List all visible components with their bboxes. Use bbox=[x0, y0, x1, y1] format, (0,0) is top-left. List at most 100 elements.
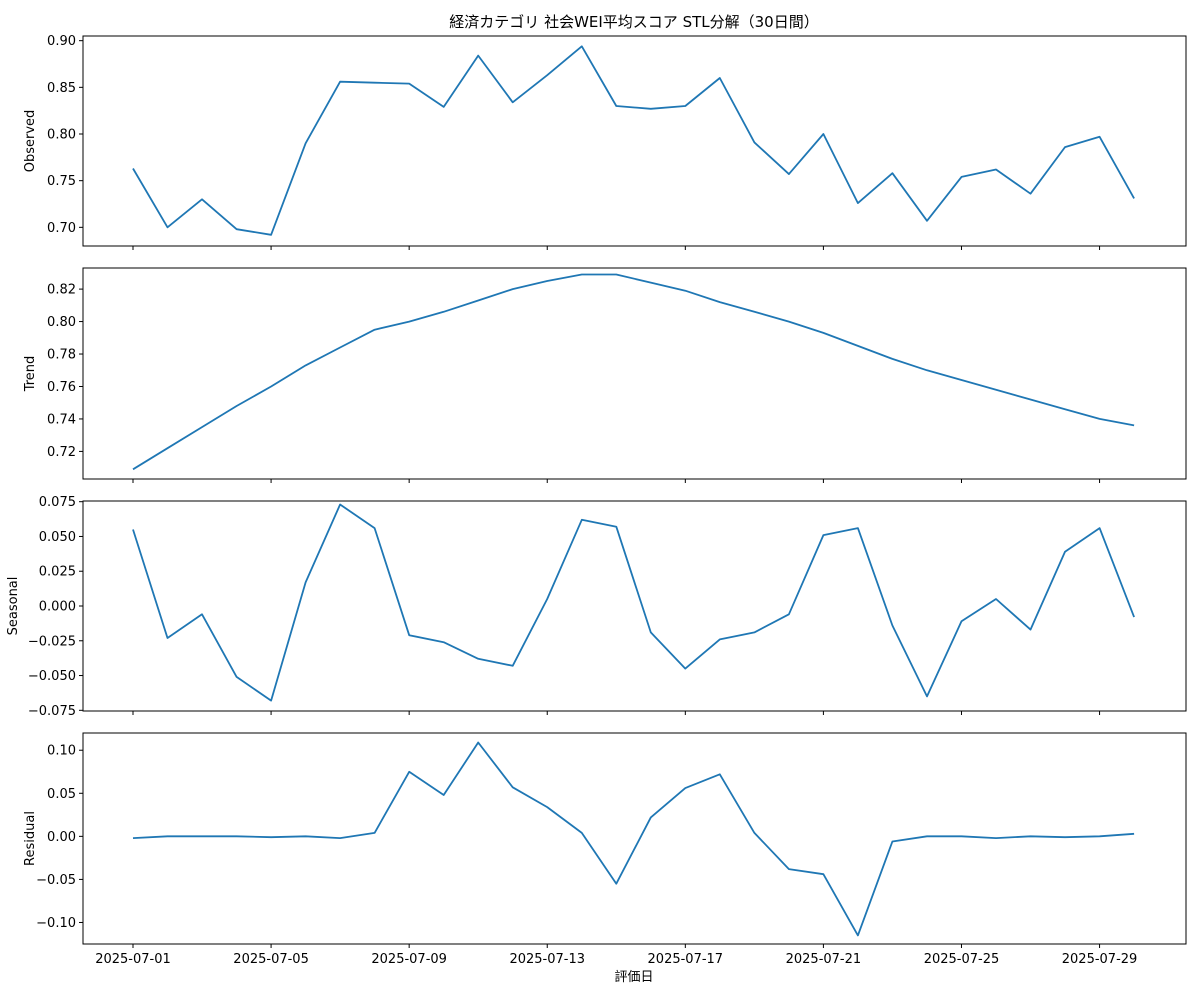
data-point-trend bbox=[235, 405, 237, 407]
data-point-trend bbox=[546, 280, 548, 282]
data-point-residual bbox=[1098, 835, 1100, 837]
data-point-observed bbox=[304, 142, 306, 144]
data-point-trend bbox=[788, 320, 790, 322]
data-point-seasonal bbox=[1064, 551, 1066, 553]
data-point-residual bbox=[788, 868, 790, 870]
y-tick-label: 0.10 bbox=[47, 744, 76, 759]
data-point-observed bbox=[546, 74, 548, 76]
data-point-trend bbox=[304, 364, 306, 366]
data-point-observed bbox=[408, 82, 410, 84]
data-point-trend bbox=[719, 301, 721, 303]
y-tick-label: 0.000 bbox=[39, 600, 76, 615]
data-point-residual bbox=[408, 771, 410, 773]
data-point-seasonal bbox=[650, 631, 652, 633]
y-tick-label: 0.82 bbox=[47, 283, 76, 298]
data-point-seasonal bbox=[512, 665, 514, 667]
data-point-observed bbox=[373, 81, 375, 83]
data-point-residual bbox=[166, 835, 168, 837]
y-tick-label: 0.80 bbox=[47, 315, 76, 330]
y-tick-label: 0.70 bbox=[47, 221, 76, 236]
data-point-seasonal bbox=[719, 638, 721, 640]
panel-frame-trend bbox=[82, 267, 1187, 480]
x-tick-label: 2025-07-25 bbox=[924, 952, 1000, 967]
x-tick-label: 2025-07-13 bbox=[509, 952, 585, 967]
data-point-residual bbox=[995, 837, 997, 839]
data-point-residual bbox=[650, 816, 652, 818]
data-point-trend bbox=[822, 332, 824, 334]
series-line-seasonal bbox=[132, 503, 1135, 702]
data-point-seasonal bbox=[753, 631, 755, 633]
data-point-trend bbox=[132, 468, 134, 470]
data-point-seasonal bbox=[581, 519, 583, 521]
data-point-residual bbox=[304, 835, 306, 837]
data-point-observed bbox=[235, 228, 237, 230]
data-point-seasonal bbox=[201, 613, 203, 615]
x-tick-label: 2025-07-09 bbox=[371, 952, 447, 967]
y-tick-label: 0.05 bbox=[47, 787, 76, 802]
data-point-trend bbox=[408, 320, 410, 322]
panel-residual: −0.10 −0.05 0.00 0.05 0.10 2025-07-01 2025-07-… bbox=[23, 732, 1187, 967]
data-point-seasonal bbox=[788, 613, 790, 615]
y-tick-label: −0.075 bbox=[28, 704, 76, 719]
x-axis-label: 評価日 bbox=[614, 970, 653, 985]
data-point-residual bbox=[1029, 835, 1031, 837]
data-point-observed bbox=[1029, 193, 1031, 195]
panels-container: 0.70 0.75 0.80 0.85 0.90 Observed 0.72 0.74 0.76… bbox=[6, 34, 1187, 967]
x-tick-label: 2025-07-17 bbox=[648, 952, 724, 967]
y-tick-label: 0.75 bbox=[47, 174, 76, 189]
data-point-residual bbox=[132, 837, 134, 839]
data-point-residual bbox=[857, 934, 859, 936]
data-point-observed bbox=[201, 198, 203, 200]
data-point-seasonal bbox=[1029, 628, 1031, 630]
data-point-residual bbox=[581, 832, 583, 834]
data-point-residual bbox=[891, 840, 893, 842]
data-point-observed bbox=[960, 176, 962, 178]
data-point-residual bbox=[822, 873, 824, 875]
data-point-observed bbox=[442, 106, 444, 108]
data-point-seasonal bbox=[891, 624, 893, 626]
data-point-residual bbox=[235, 835, 237, 837]
data-point-residual bbox=[926, 835, 928, 837]
panel-frame-residual bbox=[82, 732, 1187, 945]
data-point-trend bbox=[995, 389, 997, 391]
data-point-trend bbox=[1029, 398, 1031, 400]
data-point-observed bbox=[166, 226, 168, 228]
data-point-observed bbox=[650, 108, 652, 110]
y-axis-label-trend: Trend bbox=[23, 356, 38, 393]
panel-seasonal: −0.075 −0.050 −0.025 0.000 0.025 0.050 0.075 Se… bbox=[6, 495, 1187, 719]
y-tick-label: 0.075 bbox=[39, 495, 76, 510]
panel-frame-observed bbox=[82, 35, 1187, 247]
data-point-observed bbox=[926, 220, 928, 222]
data-point-trend bbox=[960, 379, 962, 381]
data-point-seasonal bbox=[477, 658, 479, 660]
data-point-seasonal bbox=[615, 526, 617, 528]
data-point-seasonal bbox=[960, 620, 962, 622]
y-tick-label: 0.050 bbox=[39, 530, 76, 545]
data-point-trend bbox=[1098, 418, 1100, 420]
data-point-trend bbox=[857, 345, 859, 347]
panel-observed: 0.70 0.75 0.80 0.85 0.90 Observed bbox=[23, 34, 1187, 250]
y-tick-label: 0.00 bbox=[47, 830, 76, 845]
data-point-trend bbox=[684, 290, 686, 292]
series-line-residual bbox=[132, 741, 1135, 937]
data-point-observed bbox=[1064, 146, 1066, 148]
data-point-observed bbox=[270, 234, 272, 236]
data-point-seasonal bbox=[373, 527, 375, 529]
data-point-observed bbox=[339, 81, 341, 83]
data-point-seasonal bbox=[166, 637, 168, 639]
data-point-trend bbox=[166, 447, 168, 449]
data-point-observed bbox=[995, 168, 997, 170]
data-point-residual bbox=[546, 806, 548, 808]
data-point-residual bbox=[339, 837, 341, 839]
data-point-seasonal bbox=[1098, 527, 1100, 529]
data-point-residual bbox=[442, 794, 444, 796]
data-point-residual bbox=[1064, 836, 1066, 838]
data-point-seasonal bbox=[1133, 616, 1135, 618]
data-point-residual bbox=[512, 786, 514, 788]
data-point-observed bbox=[719, 77, 721, 79]
data-point-seasonal bbox=[995, 598, 997, 600]
data-point-trend bbox=[201, 426, 203, 428]
data-point-seasonal bbox=[270, 699, 272, 701]
y-axis-label-observed: Observed bbox=[23, 110, 38, 173]
data-point-seasonal bbox=[442, 641, 444, 643]
